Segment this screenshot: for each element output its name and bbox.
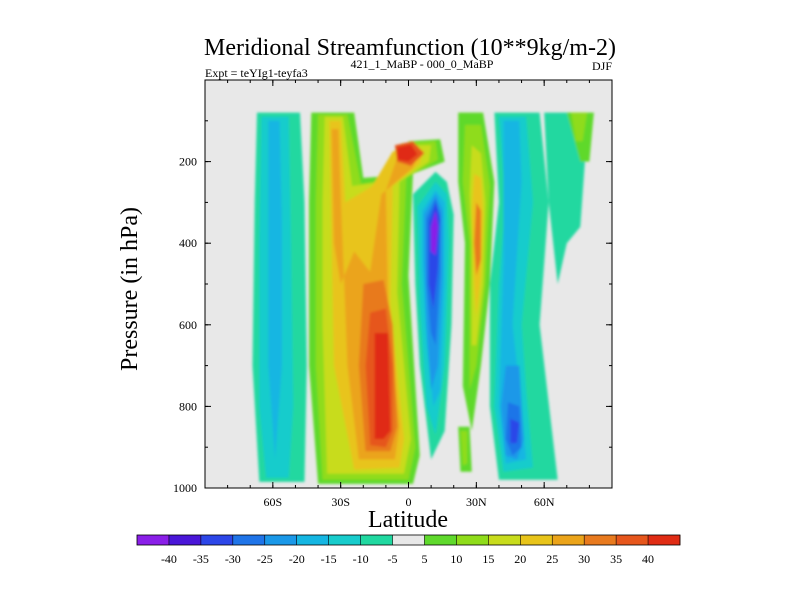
colorbar-swatch [232, 535, 266, 545]
y-axis-label: Pressure (in hPa) [117, 207, 143, 371]
colorbar-label: -35 [193, 552, 209, 566]
colorbar-label: 5 [421, 552, 427, 566]
colorbar-swatch [616, 535, 649, 545]
colorbar: -40 -35 -30 -25 -20 -15 -10 -5 5 10 15 20 25 30 35 40 [136, 534, 681, 566]
colorbar-swatch [584, 535, 617, 545]
y-tick-label: 1000 [173, 481, 197, 495]
contour-region [571, 112, 588, 142]
colorbar-frame [136, 534, 681, 546]
y-tick-label: 600 [179, 318, 197, 332]
contour-region [397, 144, 418, 162]
colorbar-label: -40 [161, 552, 177, 566]
colorbar-swatch [520, 535, 553, 545]
contour-field [252, 112, 594, 484]
contour-region [374, 333, 391, 439]
contour-region [460, 430, 468, 466]
colorbar-swatch [328, 535, 361, 545]
colorbar-swatch [296, 535, 329, 545]
x-tick-label: 30N [466, 495, 487, 509]
y-tick-label: 400 [179, 236, 197, 250]
chart-title: Meridional Streamfunction (10**9kg/m-2) [204, 35, 616, 61]
colorbar-swatch [552, 535, 585, 545]
chart-subtitle-left: Expt = teYIg1-teyfa3 [205, 66, 308, 80]
x-tick-label: 30S [331, 495, 350, 509]
colorbar-swatch [392, 535, 425, 545]
contour-region [544, 112, 585, 284]
y-tick-label: 200 [179, 155, 197, 169]
colorbar-swatch [488, 535, 521, 545]
colorbar-label: -20 [289, 552, 305, 566]
colorbar-swatch [200, 535, 234, 545]
colorbar-swatch [648, 535, 681, 545]
x-tick-label: 0 [406, 495, 412, 509]
chart-subtitle-right: DJF [592, 59, 612, 73]
colorbar-swatch [360, 535, 393, 545]
contour-region [474, 202, 481, 276]
contour-region [268, 120, 282, 460]
contour-region [510, 418, 520, 444]
x-axis-ticks: 60S 30S 0 30N 60N [204, 80, 613, 509]
colorbar-label: 15 [482, 552, 494, 566]
x-axis-label: Latitude [368, 507, 448, 533]
colorbar-swatch [137, 535, 170, 545]
colorbar-label: -15 [321, 552, 337, 566]
contour-region [431, 210, 438, 256]
colorbar-swatch [168, 535, 202, 545]
colorbar-label: 40 [642, 552, 654, 566]
colorbar-swatch [424, 535, 457, 545]
colorbar-label: -5 [388, 552, 398, 566]
colorbar-label: -25 [257, 552, 273, 566]
colorbar-label: 10 [450, 552, 462, 566]
y-axis-ticks: 200 400 600 800 1000 [173, 120, 612, 495]
colorbar-label: -10 [353, 552, 369, 566]
colorbar-label: 25 [546, 552, 558, 566]
colorbar-label: 20 [514, 552, 526, 566]
colorbar-label: 35 [610, 552, 622, 566]
x-tick-label: 60S [263, 495, 282, 509]
x-tick-label: 60N [534, 495, 555, 509]
colorbar-label: 30 [578, 552, 590, 566]
colorbar-swatch [456, 535, 489, 545]
colorbar-swatch [264, 535, 298, 545]
chart-subtitle-center: 421_1_MaBP - 000_0_MaBP [351, 57, 494, 71]
colorbar-label: -30 [225, 552, 241, 566]
y-tick-label: 800 [179, 399, 197, 413]
